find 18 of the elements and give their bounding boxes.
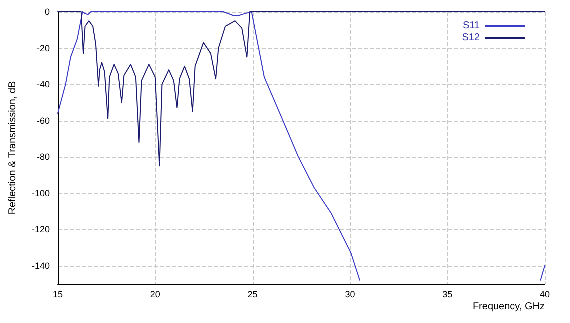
y-tick-label: -60 [36,116,50,126]
x-tick-label: 15 [52,290,64,300]
x-tick-label: 30 [345,290,356,300]
y-tick-label: -100 [32,188,50,198]
x-tick-label: 40 [540,290,550,300]
y-tick-label: -120 [32,224,50,235]
y-tick-label: -80 [36,152,50,162]
y-tick-label: 0 [44,7,50,17]
y-tick-label: -40 [36,80,50,90]
x-axis-title: Frequency, GHz [472,302,545,312]
legend-label: S12 [462,32,480,44]
x-tick-label: 35 [442,290,453,300]
x-tick-label: 25 [248,290,258,300]
x-tick-label: 20 [150,290,160,300]
legend-label: S11 [462,20,480,32]
y-tick-label: -140 [32,260,50,271]
y-axis-title: Reflection & Transmission, dB [8,80,18,215]
y-tick-label: -20 [36,43,50,54]
